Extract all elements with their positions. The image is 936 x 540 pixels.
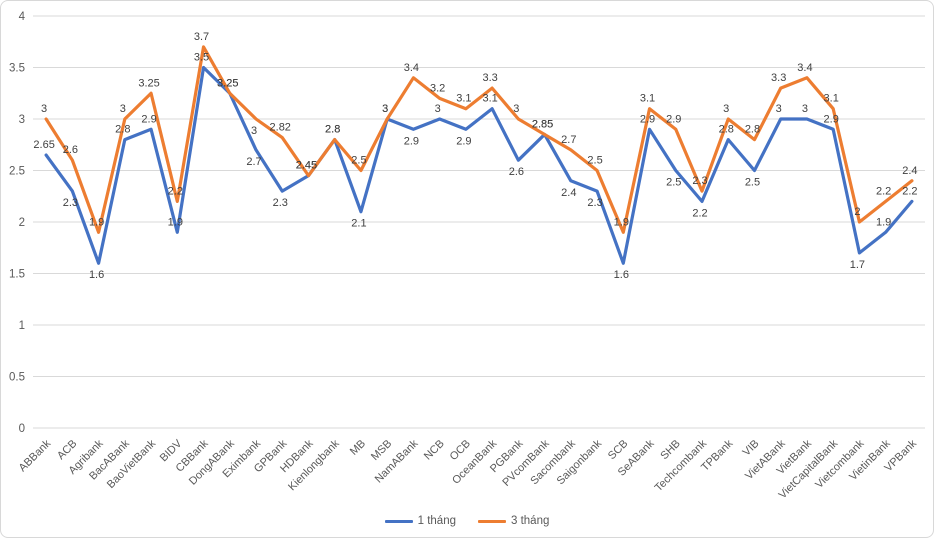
svg-text:2.8: 2.8: [325, 124, 340, 136]
svg-text:2.3: 2.3: [587, 197, 602, 209]
svg-text:2.9: 2.9: [666, 113, 681, 125]
x-axis-category-labels: ABBankACBAgribankBacABankBaoVietBankBIDV…: [17, 437, 920, 501]
svg-text:2.7: 2.7: [246, 156, 261, 168]
svg-text:2.8: 2.8: [115, 124, 130, 136]
svg-text:3.25: 3.25: [217, 77, 238, 89]
svg-text:3.5: 3.5: [9, 63, 25, 75]
legend-label-1-thang: 1 tháng: [418, 515, 456, 527]
svg-text:2.3: 2.3: [692, 175, 707, 187]
svg-text:3: 3: [513, 103, 519, 115]
svg-text:3: 3: [435, 103, 441, 115]
svg-text:2.45: 2.45: [296, 160, 317, 172]
svg-text:1.9: 1.9: [89, 216, 104, 228]
svg-text:2.2: 2.2: [692, 207, 707, 219]
svg-text:2.5: 2.5: [351, 155, 366, 167]
svg-text:3.2: 3.2: [430, 82, 445, 94]
svg-text:3: 3: [19, 114, 25, 126]
svg-text:2.3: 2.3: [273, 197, 288, 209]
svg-text:3.25: 3.25: [138, 77, 159, 89]
svg-text:3: 3: [723, 103, 729, 115]
svg-text:1: 1: [19, 320, 25, 332]
svg-text:3.1: 3.1: [456, 93, 471, 105]
svg-text:2.4: 2.4: [561, 187, 576, 199]
svg-text:3: 3: [41, 103, 47, 115]
svg-text:3: 3: [251, 125, 257, 137]
svg-text:2.2: 2.2: [902, 185, 917, 197]
svg-text:2.9: 2.9: [640, 113, 655, 125]
svg-text:2.3: 2.3: [63, 197, 78, 209]
svg-text:2.9: 2.9: [404, 135, 419, 147]
svg-text:2.5: 2.5: [587, 155, 602, 167]
svg-text:0: 0: [19, 423, 25, 435]
svg-text:1.9: 1.9: [876, 216, 891, 228]
svg-text:3.5: 3.5: [194, 52, 209, 64]
svg-text:4: 4: [19, 11, 26, 23]
svg-text:VIB: VIB: [741, 438, 762, 459]
svg-text:2: 2: [854, 206, 860, 218]
svg-text:1.6: 1.6: [614, 269, 629, 281]
svg-text:3.4: 3.4: [797, 62, 812, 74]
chart-legend: 1 tháng 3 tháng: [1, 515, 933, 527]
svg-text:1.9: 1.9: [168, 216, 183, 228]
svg-text:3.7: 3.7: [194, 31, 209, 43]
legend-item-1-thang[interactable]: 1 tháng: [385, 515, 456, 527]
svg-text:2.2: 2.2: [168, 185, 183, 197]
svg-text:2.9: 2.9: [456, 135, 471, 147]
svg-text:NCB: NCB: [422, 438, 447, 463]
line-chart-plot-area: 0 0.5 1 1.5 2 2.5 3 3.5 4 ABBankACBAgribankBacABa…: [1, 1, 934, 506]
svg-text:2.6: 2.6: [509, 166, 524, 178]
svg-text:2.1: 2.1: [351, 218, 366, 230]
svg-text:2.82: 2.82: [270, 122, 291, 134]
svg-text:2.9: 2.9: [141, 113, 156, 125]
svg-text:2.6: 2.6: [63, 144, 78, 156]
svg-text:2.65: 2.65: [33, 139, 54, 151]
svg-text:3.1: 3.1: [824, 93, 839, 105]
svg-text:3: 3: [776, 103, 782, 115]
svg-text:1.7: 1.7: [850, 259, 865, 271]
data-labels-3-thang: 32.61.933.252.23.73.2532.822.452.82.533.…: [41, 31, 917, 228]
svg-text:2.8: 2.8: [745, 124, 760, 136]
svg-text:2.7: 2.7: [561, 134, 576, 146]
legend-swatch-1-thang-icon: [385, 520, 413, 523]
svg-text:3: 3: [120, 103, 126, 115]
svg-text:MB: MB: [348, 438, 368, 458]
svg-text:0.5: 0.5: [9, 372, 25, 384]
chart-svg: 0 0.5 1 1.5 2 2.5 3 3.5 4 ABBankACBAgribankBacABa…: [1, 1, 934, 506]
svg-text:1.5: 1.5: [9, 269, 25, 281]
svg-text:3.3: 3.3: [771, 72, 786, 84]
svg-text:3.1: 3.1: [640, 93, 655, 105]
svg-text:2.9: 2.9: [824, 113, 839, 125]
svg-text:3: 3: [802, 103, 808, 115]
svg-text:2.5: 2.5: [745, 177, 760, 189]
y-axis-tick-labels: 0 0.5 1 1.5 2 2.5 3 3.5 4: [9, 11, 26, 435]
svg-text:2.8: 2.8: [719, 124, 734, 136]
svg-text:2: 2: [19, 217, 25, 229]
legend-item-3-thang[interactable]: 3 tháng: [478, 515, 549, 527]
svg-text:2.4: 2.4: [902, 165, 917, 177]
svg-text:1.6: 1.6: [89, 269, 104, 281]
svg-text:2.85: 2.85: [532, 118, 553, 130]
svg-text:ABBank: ABBank: [17, 437, 54, 474]
svg-text:3.1: 3.1: [482, 93, 497, 105]
svg-text:1.9: 1.9: [614, 216, 629, 228]
legend-swatch-3-thang-icon: [478, 520, 506, 523]
svg-text:3.4: 3.4: [404, 62, 419, 74]
svg-text:2.2: 2.2: [876, 185, 891, 197]
legend-label-3-thang: 3 tháng: [511, 515, 549, 527]
svg-text:3.3: 3.3: [482, 72, 497, 84]
svg-text:2.5: 2.5: [9, 166, 25, 178]
svg-text:3: 3: [382, 103, 388, 115]
svg-text:2.5: 2.5: [666, 177, 681, 189]
chart-frame: 0 0.5 1 1.5 2 2.5 3 3.5 4 ABBankACBAgribankBacABa…: [0, 0, 934, 538]
